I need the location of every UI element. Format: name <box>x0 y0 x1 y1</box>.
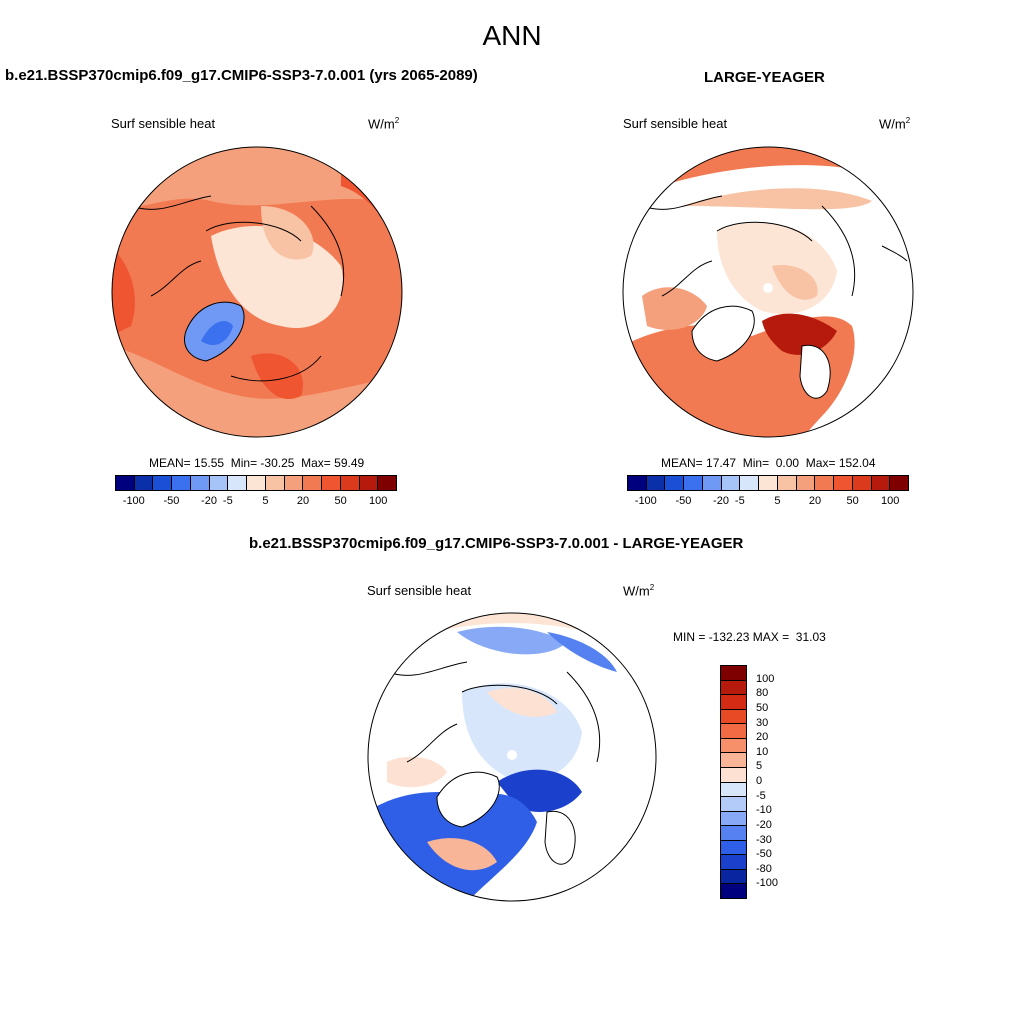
colorbar-swatch <box>852 476 872 490</box>
colorbar-tick-label: 50 <box>756 701 769 714</box>
colorbar-tick-label: -100 <box>756 877 779 890</box>
colorbar-tick-label: -50 <box>756 848 772 861</box>
colorbar-tick-label: 10 <box>756 745 769 758</box>
colorbar-swatch <box>340 476 360 490</box>
colorbar-tick-label: -100 <box>634 495 657 507</box>
colorbar-tick-label: 5 <box>756 760 763 773</box>
colorbar-tick-label: 20 <box>756 731 769 744</box>
colorbar-swatch <box>322 476 341 490</box>
colorbar-tick-label: 50 <box>846 495 859 507</box>
colorbar-tick-label: 5 <box>262 495 269 507</box>
obs-variable-label: Surf sensible heat <box>623 116 728 131</box>
colorbar-tick-label: 100 <box>881 495 900 507</box>
colorbar-swatch <box>646 476 666 490</box>
colorbar-tick-label: -20 <box>201 495 217 507</box>
case-colorbar <box>115 475 397 491</box>
colorbar-swatch <box>721 666 746 681</box>
diff-panel-heading: b.e21.BSSP370cmip6.f09_g17.CMIP6-SSP3-7.… <box>249 535 744 552</box>
colorbar-swatch <box>628 476 647 490</box>
colorbar-tick-label: 80 <box>756 687 769 700</box>
colorbar-tick-label: -20 <box>713 495 729 507</box>
colorbar-tick-label: 50 <box>334 495 347 507</box>
colorbar-swatch <box>721 738 746 754</box>
colorbar-swatch <box>721 840 746 856</box>
obs-units-label: W/m2 <box>879 116 911 132</box>
colorbar-swatch <box>721 797 746 812</box>
figure-title: ANN <box>482 20 542 51</box>
colorbar-swatch <box>721 884 746 898</box>
colorbar-swatch <box>665 476 685 490</box>
colorbar-swatch <box>153 476 173 490</box>
colorbar-swatch <box>359 476 379 490</box>
colorbar-swatch <box>815 476 835 490</box>
colorbar-tick-label: -5 <box>756 789 766 802</box>
colorbar-swatch <box>721 782 746 798</box>
obs-polar-map <box>622 146 914 438</box>
colorbar-swatch <box>721 767 746 783</box>
colorbar-tick-label: -50 <box>163 495 180 507</box>
colorbar-swatch <box>890 476 909 490</box>
colorbar-swatch <box>871 476 891 490</box>
colorbar-swatch <box>702 476 722 490</box>
case-stats-line: MEAN= 15.55 Min= -30.25 Max= 59.49 <box>149 456 365 470</box>
colorbar-tick-label: 100 <box>369 495 388 507</box>
colorbar-swatch <box>721 724 746 739</box>
colorbar-tick-label: 0 <box>756 775 763 787</box>
colorbar-swatch <box>721 811 746 827</box>
colorbar-swatch <box>721 695 746 710</box>
colorbar-swatch <box>721 680 746 696</box>
obs-stats-line: MEAN= 17.47 Min= 0.00 Max= 152.04 <box>661 456 876 470</box>
case-variable-label: Surf sensible heat <box>111 116 216 131</box>
colorbar-swatch <box>172 476 191 490</box>
colorbar-swatch <box>721 826 746 841</box>
colorbar-tick-label: 20 <box>808 495 822 507</box>
diff-variable-label: Surf sensible heat <box>367 583 472 598</box>
colorbar-tick-label: -5 <box>734 495 745 507</box>
colorbar-swatch <box>209 476 229 490</box>
diff-units-label: W/m2 <box>623 583 655 599</box>
colorbar-swatch <box>721 855 746 870</box>
colorbar-swatch <box>378 476 397 490</box>
obs-colorbar <box>627 475 909 491</box>
obs-panel-heading: LARGE-YEAGER <box>704 69 825 86</box>
colorbar-swatch <box>796 476 816 490</box>
colorbar-swatch <box>740 476 760 490</box>
diff-polar-map <box>367 612 657 902</box>
colorbar-tick-label: -50 <box>675 495 692 507</box>
colorbar-swatch <box>721 476 741 490</box>
colorbar-tick-label: -30 <box>756 833 772 846</box>
colorbar-tick-label: 100 <box>756 672 775 685</box>
colorbar-swatch <box>759 476 778 490</box>
case-units-label: W/m2 <box>368 116 400 132</box>
colorbar-tick-label: 30 <box>756 716 769 729</box>
colorbar-swatch <box>777 476 797 490</box>
colorbar-tick-label: -100 <box>122 495 145 507</box>
colorbar-tick-label: -5 <box>222 495 233 507</box>
colorbar-tick-label: -80 <box>756 862 772 875</box>
colorbar-swatch <box>303 476 323 490</box>
colorbar-swatch <box>721 753 746 768</box>
case-panel-heading: b.e21.BSSP370cmip6.f09_g17.CMIP6-SSP3-7.… <box>5 67 478 84</box>
colorbar-swatch <box>228 476 248 490</box>
colorbar-swatch <box>284 476 304 490</box>
colorbar-swatch <box>116 476 135 490</box>
colorbar-tick-label: -20 <box>756 818 772 831</box>
colorbar-swatch <box>247 476 266 490</box>
colorbar-swatch <box>721 869 746 885</box>
colorbar-swatch <box>265 476 285 490</box>
colorbar-swatch <box>834 476 853 490</box>
colorbar-swatch <box>190 476 210 490</box>
diff-colorbar <box>720 665 747 899</box>
case-polar-map <box>111 146 403 438</box>
colorbar-swatch <box>134 476 154 490</box>
colorbar-tick-label: 5 <box>774 495 781 507</box>
colorbar-tick-label: -10 <box>756 804 772 817</box>
diff-stats-line: MIN = -132.23 MAX = 31.03 <box>673 630 826 644</box>
colorbar-tick-label: 20 <box>296 495 310 507</box>
colorbar-swatch <box>684 476 703 490</box>
colorbar-swatch <box>721 709 746 725</box>
